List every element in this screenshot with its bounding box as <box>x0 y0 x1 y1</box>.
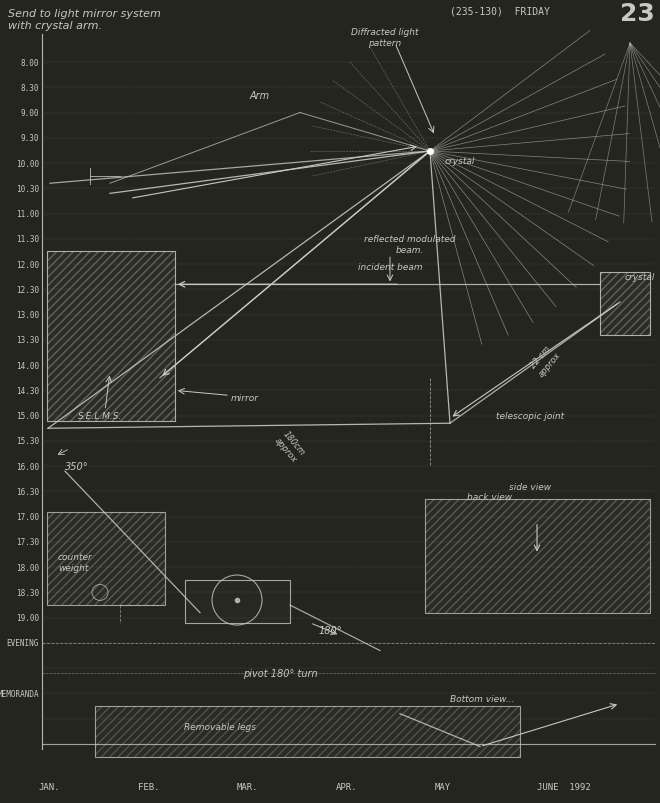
Bar <box>47 252 175 421</box>
Bar <box>47 512 165 605</box>
Text: reflected modulated
beam.: reflected modulated beam. <box>364 234 456 255</box>
Bar <box>47 252 175 421</box>
Text: side view: side view <box>509 483 551 491</box>
Text: 14.30: 14.30 <box>16 386 39 395</box>
Text: 13.30: 13.30 <box>16 336 39 345</box>
Text: 11.30: 11.30 <box>16 235 39 244</box>
Text: 12.00: 12.00 <box>16 260 39 269</box>
Text: 18.30: 18.30 <box>16 589 39 597</box>
Bar <box>47 512 165 605</box>
Text: back view: back view <box>467 492 513 501</box>
Text: 9.00: 9.00 <box>20 109 39 118</box>
Text: S.E.L.M.S.: S.E.L.M.S. <box>78 412 122 421</box>
Text: mirror: mirror <box>231 394 259 403</box>
Bar <box>600 272 650 336</box>
Text: 15.30: 15.30 <box>16 437 39 446</box>
Text: 17.30: 17.30 <box>16 538 39 547</box>
Text: Arm: Arm <box>250 91 270 100</box>
Bar <box>185 580 290 623</box>
Text: MAY: MAY <box>434 783 450 792</box>
Text: JUNE  1992: JUNE 1992 <box>537 783 591 792</box>
Text: 16.00: 16.00 <box>16 462 39 471</box>
Text: 14.00: 14.00 <box>16 361 39 370</box>
Bar <box>95 706 520 756</box>
Text: FEB.: FEB. <box>138 783 159 792</box>
Text: 10.00: 10.00 <box>16 159 39 169</box>
Text: Send to light mirror system: Send to light mirror system <box>8 9 161 19</box>
Bar <box>600 272 650 336</box>
Text: 350°: 350° <box>65 462 88 471</box>
Text: 8.00: 8.00 <box>20 59 39 67</box>
Text: 12.30: 12.30 <box>16 286 39 295</box>
Text: 8.30: 8.30 <box>20 84 39 92</box>
Text: Bottom view...: Bottom view... <box>450 694 515 703</box>
Bar <box>95 706 520 756</box>
Text: 13.00: 13.00 <box>16 311 39 320</box>
Bar <box>425 499 650 613</box>
Text: incident beam: incident beam <box>358 263 422 271</box>
Text: JAN.: JAN. <box>39 783 60 792</box>
Text: 19.00: 19.00 <box>16 613 39 622</box>
Text: 23: 23 <box>620 2 655 26</box>
Text: 16.30: 16.30 <box>16 487 39 496</box>
Bar <box>425 499 650 613</box>
Text: with crystal arm.: with crystal arm. <box>8 21 102 31</box>
Text: pivot 180° turn: pivot 180° turn <box>243 668 317 679</box>
Text: (235-130)  FRIDAY: (235-130) FRIDAY <box>450 6 550 16</box>
Text: 180cm
approx: 180cm approx <box>273 429 307 464</box>
Text: 180°: 180° <box>318 626 342 635</box>
Text: Diffracted light
pattern: Diffracted light pattern <box>351 28 418 48</box>
Text: 10.30: 10.30 <box>16 185 39 194</box>
Text: 15.00: 15.00 <box>16 412 39 421</box>
Text: crystal: crystal <box>445 157 475 166</box>
Text: 18.00: 18.00 <box>16 563 39 572</box>
Text: 9.30: 9.30 <box>20 134 39 143</box>
Text: 11.00: 11.00 <box>16 210 39 218</box>
Text: Removable legs: Removable legs <box>184 722 256 731</box>
Text: 22 cm
approx: 22 cm approx <box>528 343 562 378</box>
Text: MAR.: MAR. <box>237 783 258 792</box>
Text: telescopic joint: telescopic joint <box>496 412 564 421</box>
Text: 17.00: 17.00 <box>16 512 39 521</box>
Text: MEMORANDA: MEMORANDA <box>0 689 39 698</box>
Text: APR.: APR. <box>336 783 357 792</box>
Text: EVENING: EVENING <box>7 638 39 648</box>
Text: crystal: crystal <box>624 273 655 282</box>
Text: counter
weight: counter weight <box>58 552 93 573</box>
